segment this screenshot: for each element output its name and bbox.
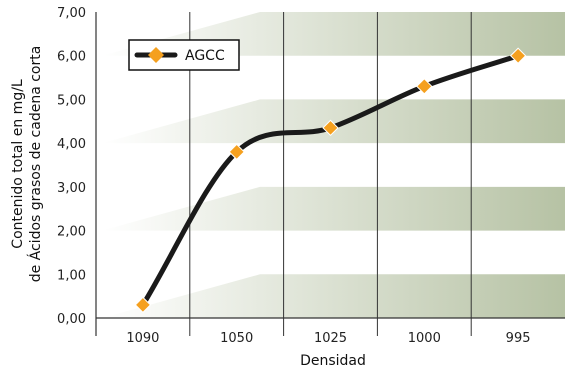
background-band-1 (102, 186, 565, 231)
background-band-2 (102, 99, 565, 144)
background-band-0 (102, 274, 565, 318)
axes (95, 12, 565, 336)
y-axis-title-line1: Contenido total en mg/L (10, 79, 26, 249)
legend-marker-swatch (148, 47, 164, 63)
data-point-marker (509, 47, 527, 64)
y-tick-label: 2,00 (57, 225, 86, 240)
x-tick-label: 1000 (408, 331, 441, 346)
data-point-marker (322, 119, 339, 137)
x-axis-ticks: 1090 1050 1025 1000 995 (126, 331, 530, 346)
y-tick-label: 6,00 (57, 50, 86, 65)
x-tick-label: 1050 (220, 331, 253, 346)
y-tick-label: 4,00 (57, 137, 86, 152)
data-point-marker (416, 78, 433, 95)
legend: AGCC (128, 39, 240, 71)
series-agcc (134, 47, 527, 314)
x-tick-label: 1090 (126, 331, 159, 346)
x-tick-label: 995 (506, 331, 531, 346)
y-tick-label: 3,00 (57, 181, 86, 196)
series-line-agcc (140, 53, 521, 308)
x-axis-title: Densidad (300, 353, 366, 369)
x-tick-label: 1025 (314, 331, 347, 346)
data-point-marker (228, 143, 245, 161)
y-tick-label: 5,00 (57, 93, 86, 108)
y-tick-label: 1,00 (57, 268, 86, 283)
y-tick-label: 7,00 (57, 6, 86, 21)
legend-label: AGCC (185, 48, 225, 64)
data-point-marker (134, 296, 152, 314)
background-bands (102, 12, 565, 318)
y-axis-ticks: 0,00 1,00 2,00 3,00 4,00 5,00 6,00 7,00 (57, 6, 86, 327)
y-tick-label: 0,00 (57, 312, 86, 327)
y-axis-title-line2: de Ácidos grasos de cadena corta (27, 46, 44, 283)
